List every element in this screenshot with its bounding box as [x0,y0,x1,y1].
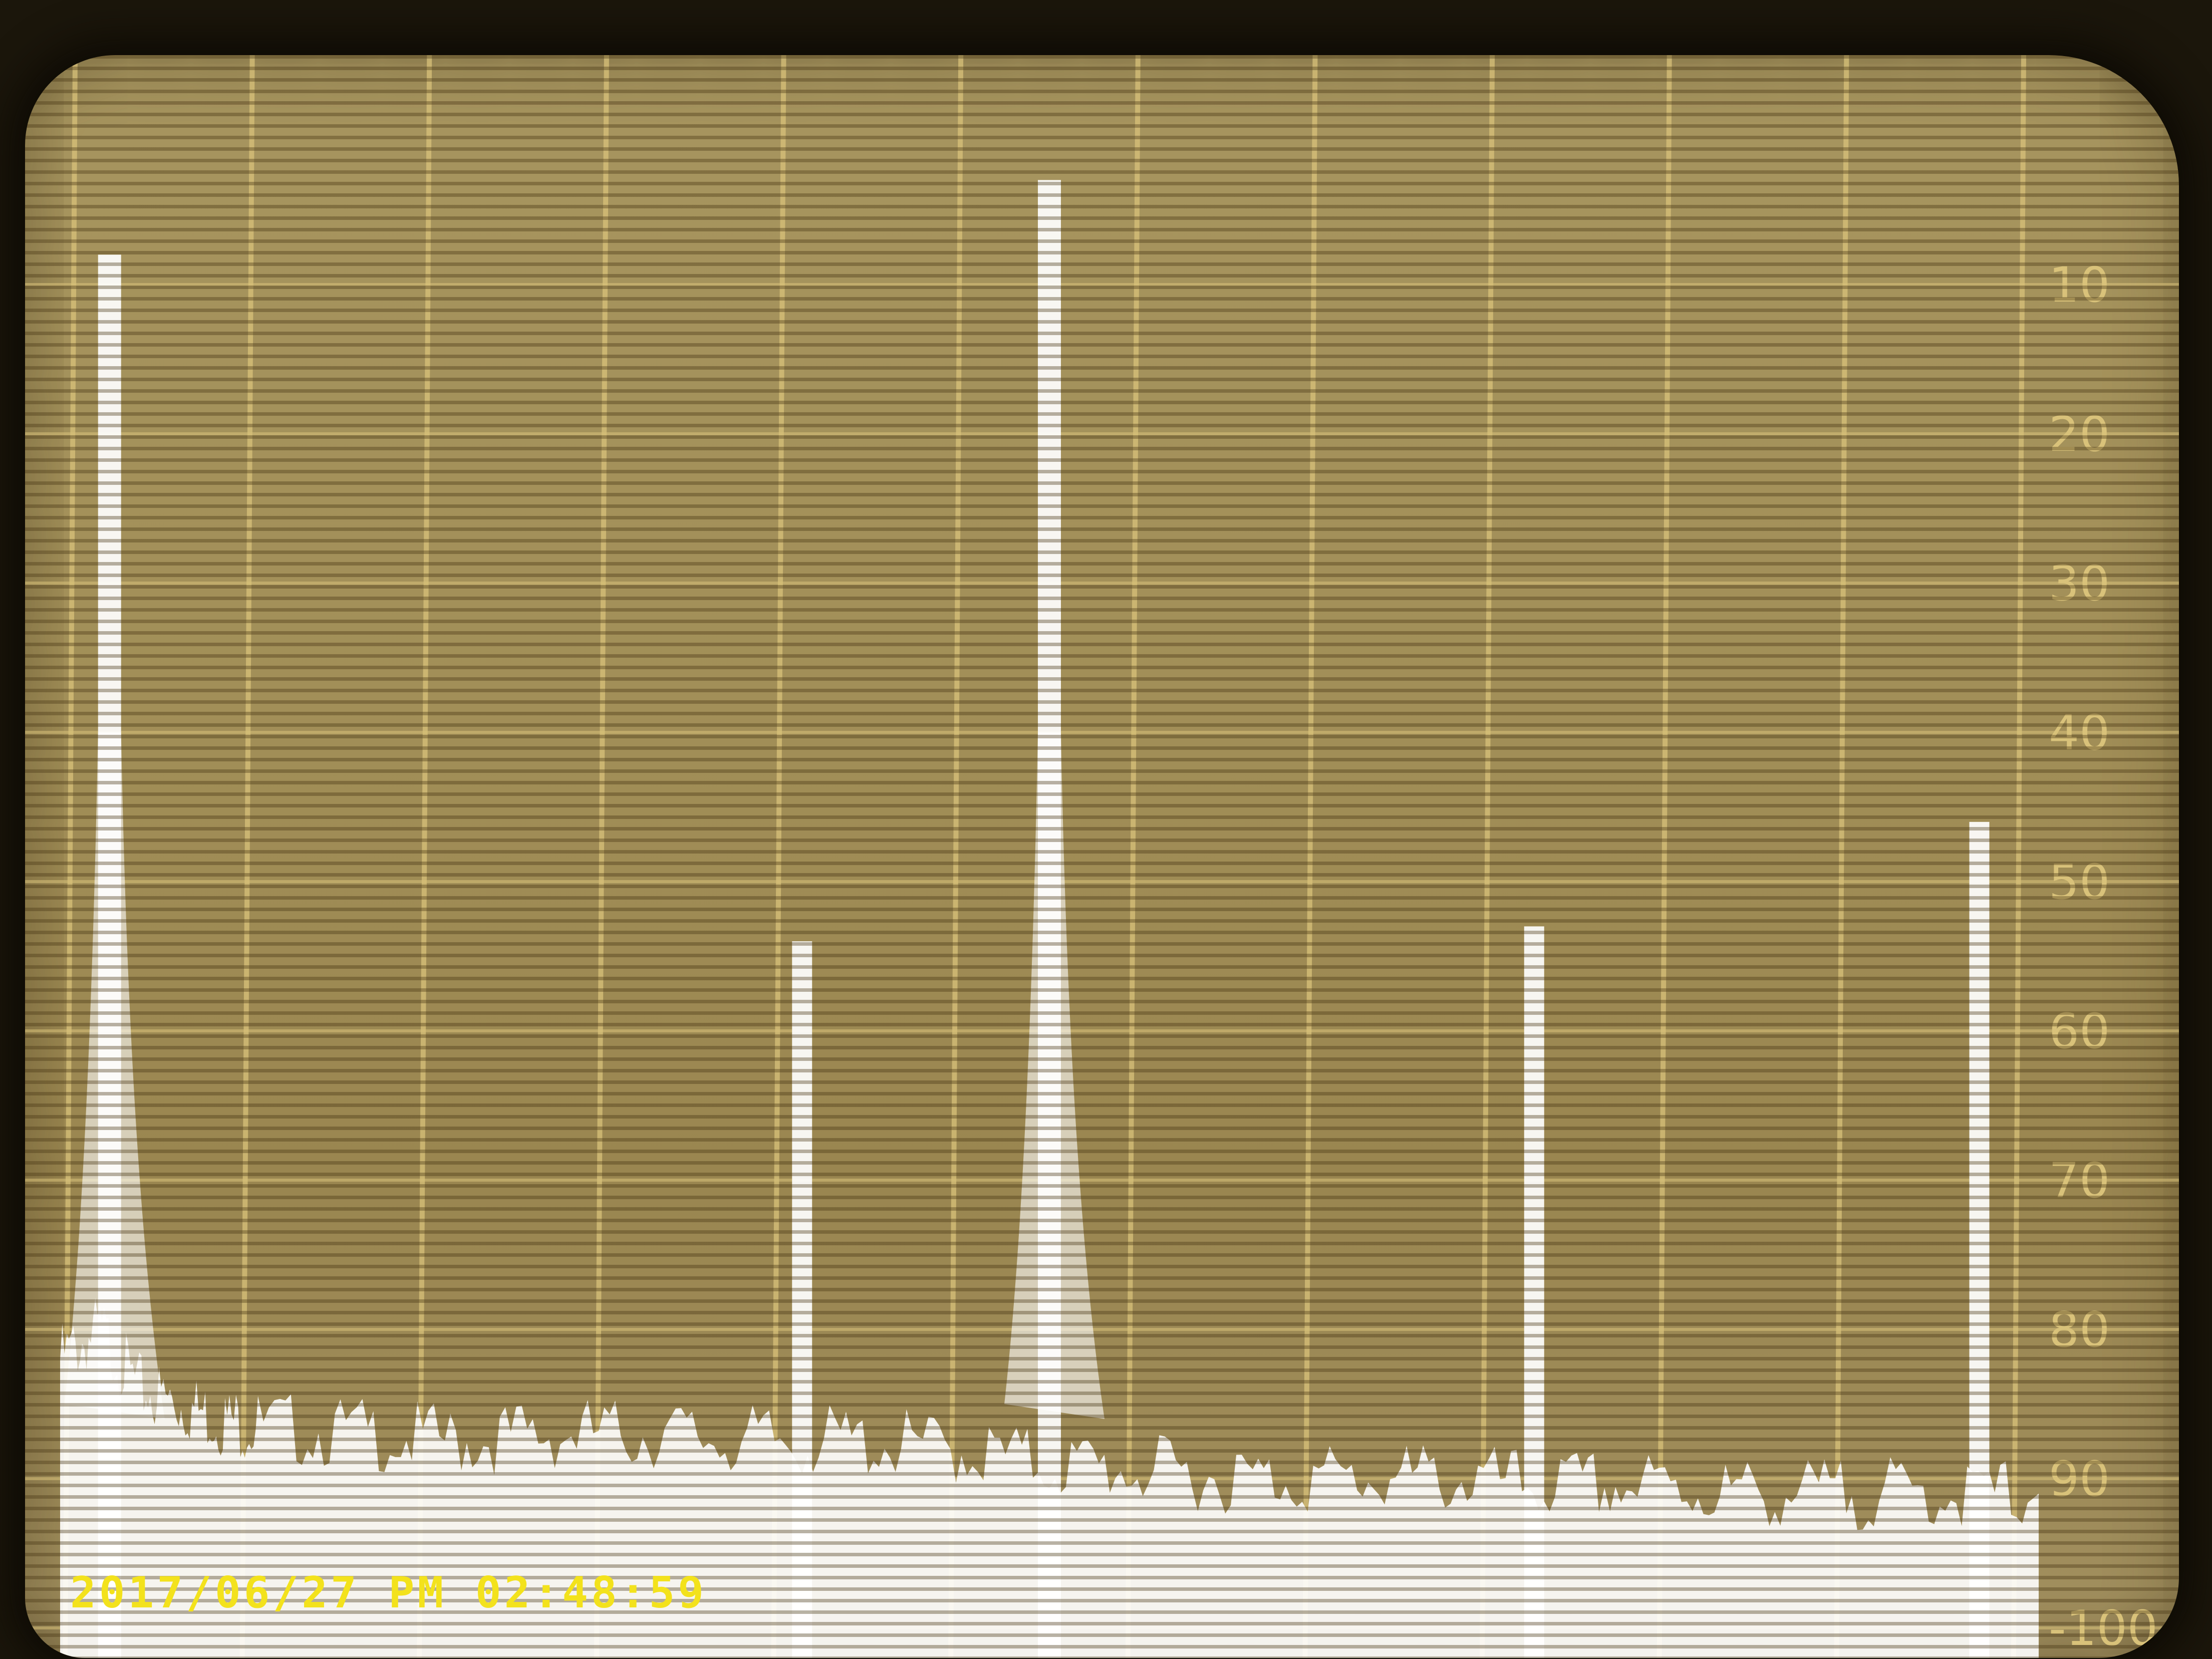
grid-vertical-line [1305,55,1315,1658]
spectrum-peak-skirt [65,732,165,1419]
spectrum-peak [792,941,812,1658]
camera-timestamp: 2017/06/27 PM 02:48:59 [70,1568,707,1618]
y-tick-label: 80 [2049,1302,2110,1358]
crt-screen: 10 20 30 40 50 60 70 80 90 -100 [25,55,2179,1658]
grid-vertical-line [951,55,961,1658]
y-tick-label: -100 [2049,1600,2158,1656]
grid-vertical-line [1482,55,1492,1658]
y-tick-label: 50 [2049,854,2110,910]
grid-vertical-line [1128,55,1138,1658]
spectrum-chart: 10 20 30 40 50 60 70 80 90 -100 [25,55,2179,1658]
y-tick-label: 60 [2049,1003,2110,1059]
grid-vertical-line [1660,55,1670,1658]
y-tick-label: 40 [2049,705,2110,761]
grid-vertical-line [1836,55,1846,1658]
y-tick-label: 90 [2049,1451,2110,1507]
grid-vertical-line [2014,55,2024,1658]
spectrum-peak [1524,926,1544,1658]
y-tick-label: 10 [2049,257,2110,313]
y-tick-label: 20 [2049,406,2110,462]
spectrum-peak-skirt [1004,732,1104,1419]
grid-vertical-line [242,55,252,1658]
y-tick-label: 30 [2049,556,2110,612]
spectrum-peak [1970,822,1990,1658]
y-tick-label: 70 [2049,1153,2110,1209]
grid-vertical-line [774,55,784,1658]
